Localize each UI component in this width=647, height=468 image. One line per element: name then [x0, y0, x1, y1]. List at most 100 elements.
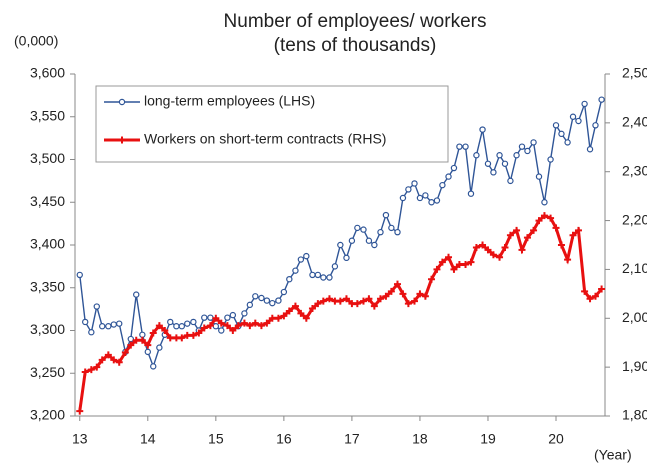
- y-tick-label: 3,550: [30, 107, 65, 123]
- data-point: [173, 323, 180, 330]
- data-point: [303, 252, 310, 260]
- data-point: [433, 265, 441, 273]
- data-point: [393, 280, 401, 288]
- data-point: [496, 152, 503, 159]
- data-point: [410, 297, 418, 305]
- data-point: [557, 241, 565, 249]
- data-point: [370, 302, 378, 310]
- data-point: [523, 234, 531, 242]
- data-point: [489, 251, 497, 259]
- data-point: [574, 226, 582, 234]
- data-point: [445, 173, 452, 180]
- data-point: [490, 169, 497, 176]
- data-point: [263, 319, 271, 327]
- y2-tick-label: 2,300: [622, 162, 647, 178]
- data-point: [569, 113, 577, 120]
- data-point: [275, 297, 282, 304]
- data-point: [404, 300, 412, 308]
- y-tick-label: 3,300: [30, 321, 65, 337]
- y-tick-label: 3,500: [30, 150, 65, 166]
- data-point: [479, 241, 487, 249]
- data-point: [229, 311, 237, 319]
- data-point: [224, 314, 231, 321]
- data-point: [598, 96, 605, 103]
- data-point: [353, 300, 361, 308]
- data-point: [399, 290, 407, 298]
- data-point: [411, 180, 418, 187]
- data-point: [354, 224, 361, 232]
- legend: long-term employees (LHS) Workers on shor…: [95, 85, 449, 163]
- data-point: [535, 217, 543, 225]
- data-point: [581, 287, 589, 295]
- data-point: [178, 323, 186, 330]
- data-point: [178, 334, 186, 342]
- data-point: [359, 297, 367, 305]
- legend-label: Workers on short-term contracts (RHS): [144, 131, 386, 147]
- data-point: [376, 295, 384, 303]
- data-point: [156, 344, 163, 351]
- y-tick-label: 3,450: [30, 193, 65, 209]
- data-point: [234, 322, 242, 330]
- data-point: [291, 302, 299, 310]
- x-tick-label: 15: [208, 431, 224, 447]
- data-point: [201, 314, 208, 321]
- data-point: [314, 271, 322, 279]
- data-point: [564, 139, 571, 146]
- data-point: [365, 237, 373, 244]
- data-point: [302, 314, 310, 322]
- data-point: [105, 323, 112, 330]
- data-point: [371, 241, 378, 249]
- data-point: [535, 173, 543, 180]
- data-point: [319, 297, 327, 305]
- y-tick-label: 3,250: [30, 364, 65, 380]
- data-point: [360, 226, 367, 233]
- y2-tick-label: 2,200: [622, 211, 647, 227]
- data-point: [325, 295, 333, 303]
- data-point: [450, 164, 458, 172]
- data-point: [297, 309, 305, 317]
- data-point: [394, 228, 401, 236]
- data-point: [116, 320, 123, 327]
- data-point: [88, 329, 95, 336]
- data-point: [274, 314, 282, 322]
- data-point: [297, 256, 305, 263]
- data-point: [438, 258, 446, 266]
- data-point: [280, 288, 288, 296]
- data-point: [428, 199, 435, 206]
- data-point: [399, 194, 407, 202]
- data-point: [184, 320, 191, 327]
- y2-tick-label: 2,400: [622, 114, 647, 130]
- data-point: [428, 275, 436, 283]
- data-point: [518, 143, 526, 150]
- data-point: [246, 301, 254, 309]
- data-point: [218, 327, 225, 334]
- y-tick-label: 3,600: [30, 65, 65, 81]
- data-point: [320, 274, 327, 281]
- data-point: [586, 146, 594, 153]
- x-tick-label: 20: [548, 431, 564, 447]
- data-point: [93, 303, 100, 310]
- data-point: [252, 293, 259, 300]
- x-axis-label: (Year): [594, 447, 632, 463]
- chart-title: Number of employees/ workers: [224, 11, 487, 32]
- data-point: [507, 177, 514, 185]
- data-point: [212, 314, 220, 322]
- series: [76, 212, 606, 415]
- y-axis-label: (0,000): [14, 33, 58, 49]
- data-point: [479, 126, 486, 133]
- data-point: [506, 231, 514, 239]
- data-point: [422, 192, 429, 199]
- data-point: [99, 323, 106, 330]
- data-point: [462, 143, 469, 150]
- data-point: [473, 152, 480, 159]
- data-point: [104, 351, 112, 359]
- data-point: [286, 276, 293, 283]
- x-tick-label: 16: [276, 431, 292, 447]
- data-point: [496, 253, 504, 261]
- y2-tick-label: 2,100: [622, 260, 647, 276]
- data-point: [139, 331, 146, 338]
- data-point: [149, 329, 157, 337]
- y-tick-label: 3,400: [30, 236, 65, 252]
- data-point: [513, 226, 521, 234]
- data-point: [314, 300, 322, 308]
